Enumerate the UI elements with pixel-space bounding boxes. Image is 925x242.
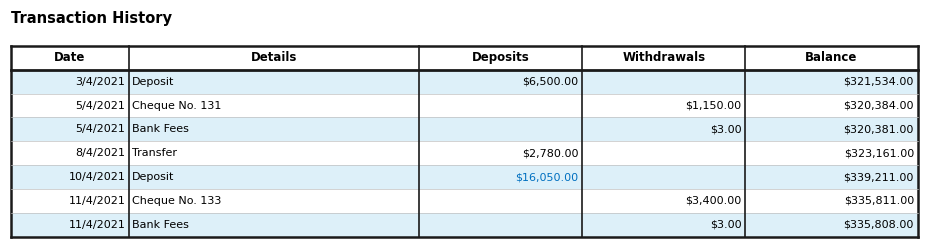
Text: 5/4/2021: 5/4/2021 — [75, 124, 125, 134]
Text: Details: Details — [251, 51, 297, 64]
Text: 11/4/2021: 11/4/2021 — [68, 196, 125, 206]
Bar — [11, 165, 918, 189]
Text: $335,808.00: $335,808.00 — [844, 220, 914, 230]
Text: $321,534.00: $321,534.00 — [844, 77, 914, 87]
Text: $320,381.00: $320,381.00 — [844, 124, 914, 134]
Text: 10/4/2021: 10/4/2021 — [68, 172, 125, 182]
Bar — [11, 189, 918, 213]
Text: Transaction History: Transaction History — [11, 11, 172, 26]
Text: $3,400.00: $3,400.00 — [685, 196, 742, 206]
Text: $3.00: $3.00 — [710, 220, 742, 230]
Text: Transfer: Transfer — [131, 148, 177, 158]
Text: Bank Fees: Bank Fees — [131, 220, 189, 230]
Bar — [11, 117, 918, 141]
Text: 11/4/2021: 11/4/2021 — [68, 220, 125, 230]
Bar — [11, 94, 918, 117]
Text: Balance: Balance — [806, 51, 857, 64]
Text: Cheque No. 131: Cheque No. 131 — [131, 101, 221, 111]
Text: $3.00: $3.00 — [710, 124, 742, 134]
Text: $16,050.00: $16,050.00 — [515, 172, 578, 182]
Text: 3/4/2021: 3/4/2021 — [75, 77, 125, 87]
Text: $323,161.00: $323,161.00 — [844, 148, 914, 158]
Text: Deposit: Deposit — [131, 77, 174, 87]
Text: $1,150.00: $1,150.00 — [685, 101, 742, 111]
Text: Cheque No. 133: Cheque No. 133 — [131, 196, 221, 206]
Text: $335,811.00: $335,811.00 — [844, 196, 914, 206]
Bar — [11, 46, 918, 70]
Text: Date: Date — [55, 51, 86, 64]
Bar — [11, 141, 918, 165]
Text: Withdrawals: Withdrawals — [623, 51, 706, 64]
Text: 8/4/2021: 8/4/2021 — [75, 148, 125, 158]
Text: $320,384.00: $320,384.00 — [844, 101, 914, 111]
Text: $339,211.00: $339,211.00 — [844, 172, 914, 182]
Text: $2,780.00: $2,780.00 — [522, 148, 578, 158]
Text: $6,500.00: $6,500.00 — [523, 77, 578, 87]
Text: 5/4/2021: 5/4/2021 — [75, 101, 125, 111]
Bar — [11, 213, 918, 237]
Text: Deposit: Deposit — [131, 172, 174, 182]
Bar — [11, 70, 918, 94]
Text: Deposits: Deposits — [472, 51, 529, 64]
Text: Bank Fees: Bank Fees — [131, 124, 189, 134]
